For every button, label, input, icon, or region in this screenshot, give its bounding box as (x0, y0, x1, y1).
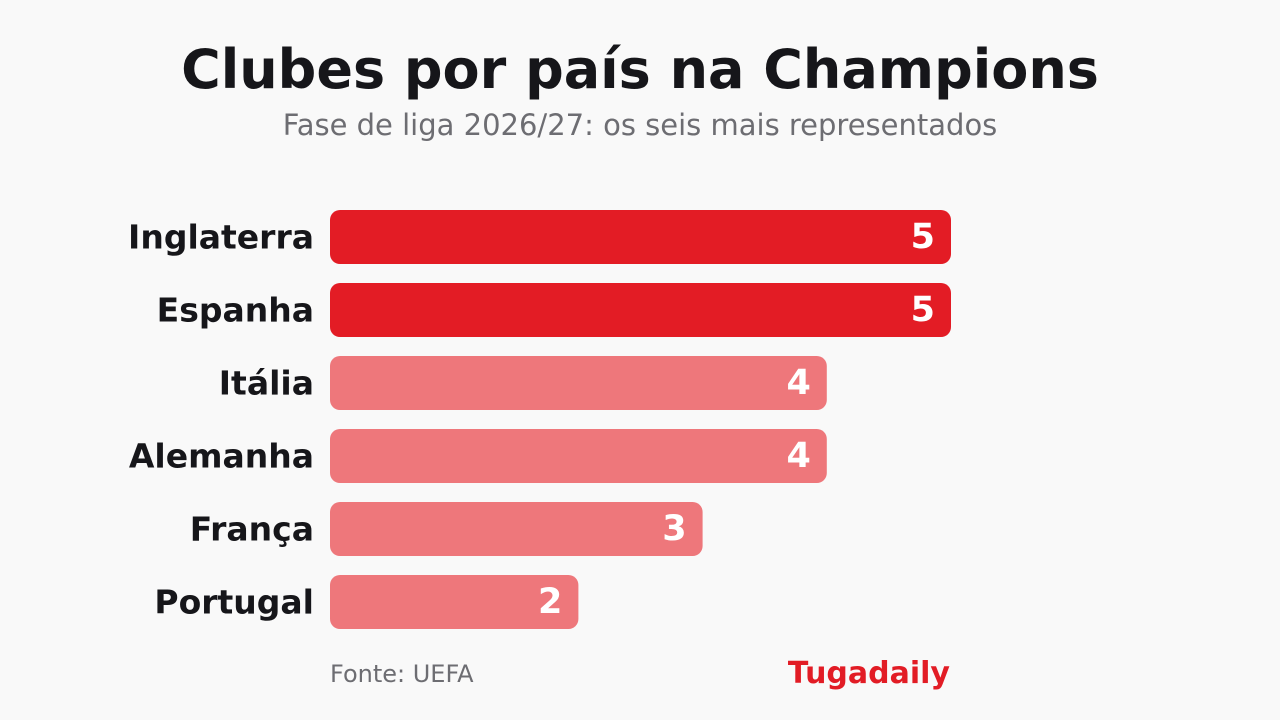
category-label-alemanha: Alemanha (129, 437, 314, 476)
chart-subtitle: Fase de liga 2026/27: os seis mais repre… (282, 108, 998, 142)
source-note: Fonte: UEFA (330, 660, 474, 688)
bar-inglaterra (330, 210, 951, 264)
category-label-franca: França (190, 510, 314, 549)
bar-espanha (330, 283, 951, 337)
value-label-italia: 4 (786, 363, 810, 403)
value-label-portugal: 2 (538, 582, 562, 622)
value-label-espanha: 5 (911, 290, 935, 330)
bar-portugal (330, 575, 579, 629)
value-label-franca: 3 (662, 509, 686, 549)
value-label-alemanha: 4 (786, 436, 810, 476)
bar-alemanha (330, 429, 827, 483)
category-label-espanha: Espanha (157, 291, 314, 330)
category-label-inglaterra: Inglaterra (128, 218, 314, 257)
bar-franca (330, 502, 703, 556)
chart-title: Clubes por país na Champions (181, 38, 1099, 101)
brand-logo-text: Tugadaily (787, 656, 950, 691)
bar-italia (330, 356, 827, 410)
category-label-portugal: Portugal (154, 583, 314, 622)
category-label-italia: Itália (219, 364, 314, 403)
value-label-inglaterra: 5 (911, 217, 935, 257)
